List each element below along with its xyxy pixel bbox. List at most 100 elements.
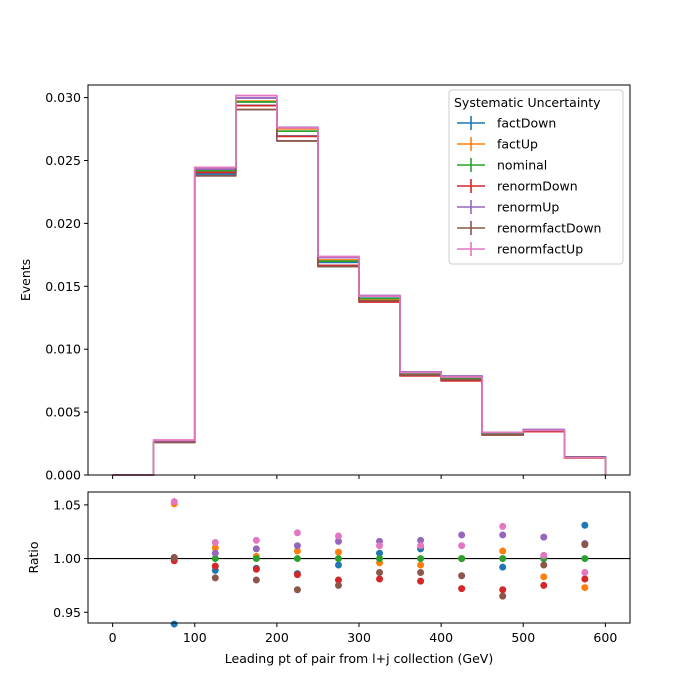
ratio-point-factdown xyxy=(334,561,342,569)
ratio-point-factup xyxy=(581,584,589,592)
ratio-point-renormfactup xyxy=(211,538,219,546)
main-y-tick-label: 0.025 xyxy=(45,153,81,168)
legend-entries: factDown factUp nominal renormDown renormUp r… xyxy=(457,116,601,257)
x-tick-label: 300 xyxy=(347,630,371,645)
x-tick-label: 400 xyxy=(429,630,453,645)
x-tick-label: 200 xyxy=(265,630,289,645)
legend-entry-renormfactup: renormfactUp xyxy=(457,242,583,257)
legend: Systematic Uncertainty factDown factUp nom… xyxy=(448,89,624,265)
x-tick-label: 0 xyxy=(109,630,117,645)
ratio-y-tick-label: 1.05 xyxy=(53,497,81,512)
legend-label-renormfactup: renormfactUp xyxy=(497,242,583,257)
main-y-tick-label: 0.030 xyxy=(45,90,81,105)
ratio-point-factup xyxy=(334,548,342,556)
ratio-point-renormfactup xyxy=(293,529,301,537)
x-tick-label: 600 xyxy=(593,630,617,645)
legend-entry-renormup: renormUp xyxy=(457,200,559,215)
axes: 0 100 200 300 400 500 600 0.000 0.005 0.010 0.015 0… xyxy=(45,90,617,645)
ratio-point-renormup xyxy=(499,531,507,539)
ratio-point-renormfactdown xyxy=(540,561,548,569)
ratio-y-tick-label: 0.95 xyxy=(53,605,81,620)
x-axis-label: Leading pt of pair from l+j collection (… xyxy=(225,651,493,666)
legend-label-factdown: factDown xyxy=(497,116,556,131)
ratio-point-renormdown xyxy=(376,575,384,583)
ratio-point-nominal xyxy=(499,555,507,563)
ratio-point-renormfactdown xyxy=(417,569,425,577)
ratio-point-factdown xyxy=(499,563,507,571)
ratio-point-renormdown xyxy=(540,581,548,589)
ratio-y-tick-label: 1.00 xyxy=(53,551,81,566)
ratio-point-factdown xyxy=(376,549,384,557)
ratio-point-factup xyxy=(211,544,219,552)
ratio-point-nominal xyxy=(581,555,589,563)
ratio-point-renormfactup xyxy=(499,522,507,530)
ratio-y-axis-label: Ratio xyxy=(26,541,41,573)
ratio-point-nominal xyxy=(211,555,219,563)
ratio-point-nominal xyxy=(376,555,384,563)
ratio-point-factup xyxy=(499,547,507,555)
ratio-point-renormfactup xyxy=(417,542,425,550)
ratio-point-renormfactup xyxy=(334,532,342,540)
ratio-point-renormfactup xyxy=(581,569,589,577)
ratio-point-renormdown xyxy=(499,586,507,594)
ratio-point-renormdown xyxy=(458,585,466,593)
legend-entry-nominal: nominal xyxy=(457,158,547,173)
ratio-point-renormfactdown xyxy=(458,572,466,580)
ratio-point-renormfactdown xyxy=(499,592,507,600)
main-y-tick-label: 0.000 xyxy=(45,468,81,483)
legend-label-renormfactdown: renormfactDown xyxy=(497,221,601,236)
ratio-point-renormdown xyxy=(334,576,342,584)
ratio-point-renormdown xyxy=(293,571,301,579)
legend-label-factup: factUp xyxy=(497,137,538,152)
legend-label-nominal: nominal xyxy=(497,158,547,173)
ratio-point-renormfactup xyxy=(170,498,178,506)
ratio-point-nominal xyxy=(334,555,342,563)
ratio-point-renormfactdown xyxy=(211,574,219,582)
ratio-point-renormfactup xyxy=(376,542,384,550)
ratio-point-renormfactup xyxy=(540,551,548,559)
ratio-point-factdown xyxy=(170,620,178,628)
legend-title: Systematic Uncertainty xyxy=(454,95,601,110)
legend-entry-renormdown: renormDown xyxy=(457,179,578,194)
ratio-point-renormup xyxy=(211,549,219,557)
ratio-point-nominal xyxy=(458,555,466,563)
legend-box xyxy=(448,89,624,265)
legend-entry-factup: factUp xyxy=(457,137,538,152)
legend-label-renormup: renormUp xyxy=(497,200,559,215)
main-y-tick-label: 0.015 xyxy=(45,279,81,294)
ratio-point-renormup xyxy=(458,531,466,539)
ratio-point-factup xyxy=(293,547,301,555)
ratio-point-nominal xyxy=(252,555,260,563)
ratio-point-renormdown xyxy=(581,575,589,583)
ratio-point-renormfactdown xyxy=(581,541,589,549)
ratio-panel-series xyxy=(88,498,630,628)
main-y-tick-label: 0.010 xyxy=(45,342,81,357)
x-tick-label: 100 xyxy=(183,630,207,645)
main-y-tick-label: 0.020 xyxy=(45,216,81,231)
ratio-point-renormdown xyxy=(417,577,425,585)
legend-entry-renormfactdown: renormfactDown xyxy=(457,221,601,236)
ratio-point-renormdown xyxy=(211,562,219,570)
ratio-point-factdown xyxy=(581,521,589,529)
legend-label-renormdown: renormDown xyxy=(497,179,578,194)
ratio-point-renormup xyxy=(293,542,301,550)
ratio-point-renormfactdown xyxy=(170,554,178,561)
ratio-point-renormfactup xyxy=(458,542,466,550)
x-tick-label: 500 xyxy=(511,630,535,645)
ratio-point-factup xyxy=(417,561,425,569)
main-y-tick-label: 0.005 xyxy=(45,405,81,420)
ratio-point-renormfactdown xyxy=(376,569,384,577)
ratio-point-renormfactup xyxy=(252,536,260,544)
ratio-point-nominal xyxy=(293,555,301,563)
ratio-point-renormup xyxy=(252,545,260,553)
ratio-point-renormup xyxy=(417,536,425,544)
ratio-point-renormfactdown xyxy=(293,586,301,594)
main-y-axis-label: Events xyxy=(18,259,33,301)
ratio-point-renormup xyxy=(334,537,342,545)
ratio-point-renormdown xyxy=(252,565,260,573)
ratio-point-renormfactdown xyxy=(334,581,342,589)
ratio-point-nominal xyxy=(417,555,425,563)
ratio-point-renormfactdown xyxy=(252,576,260,584)
main-panel-series xyxy=(112,94,607,476)
ratio-point-factup xyxy=(540,573,548,581)
